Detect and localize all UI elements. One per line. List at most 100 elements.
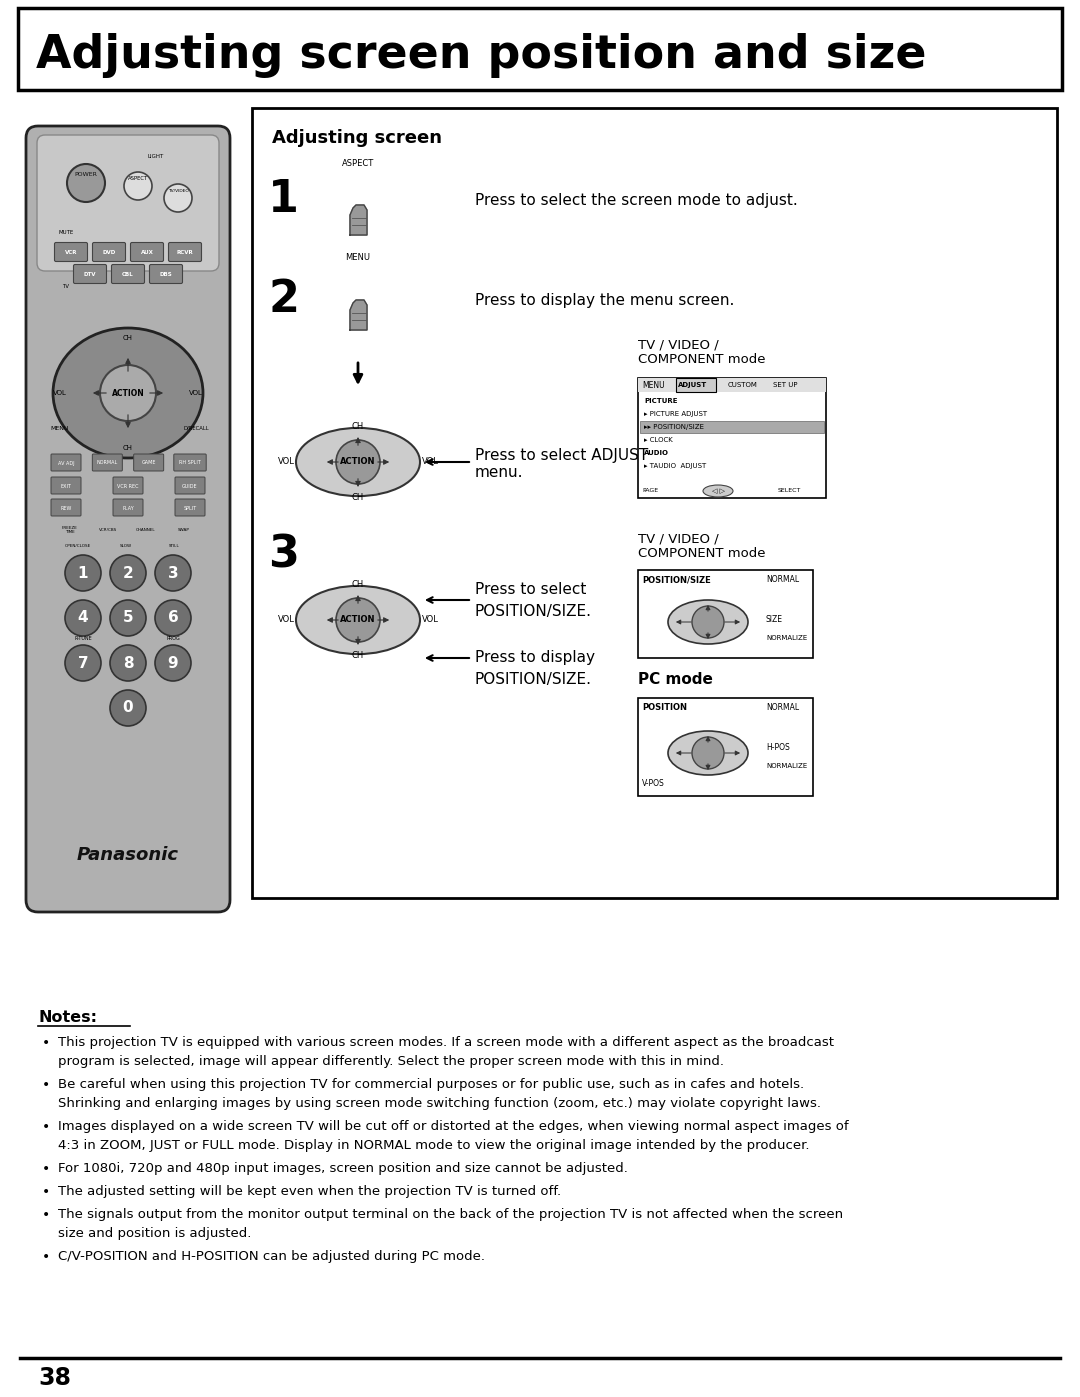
Text: CH: CH: [352, 651, 364, 661]
Text: MENU: MENU: [642, 380, 664, 390]
FancyBboxPatch shape: [26, 126, 230, 912]
Text: •: •: [42, 1208, 51, 1222]
Circle shape: [65, 645, 102, 680]
Text: AUX: AUX: [140, 250, 153, 256]
FancyBboxPatch shape: [134, 454, 164, 471]
Text: Shrinking and enlarging images by using screen mode switching function (zoom, et: Shrinking and enlarging images by using …: [58, 1097, 821, 1111]
Text: 3: 3: [268, 534, 299, 577]
Text: PLAY: PLAY: [122, 506, 134, 510]
FancyBboxPatch shape: [174, 454, 206, 471]
FancyBboxPatch shape: [93, 243, 125, 261]
Text: SLOW: SLOW: [120, 543, 132, 548]
FancyBboxPatch shape: [175, 476, 205, 495]
Text: VCR: VCR: [65, 250, 78, 256]
Text: 2: 2: [268, 278, 299, 321]
Text: 9: 9: [167, 655, 178, 671]
Text: 38: 38: [38, 1366, 71, 1390]
Text: NORMAL: NORMAL: [766, 576, 799, 584]
Text: ▸ TAUDIO  ADJUST: ▸ TAUDIO ADJUST: [644, 462, 706, 469]
Text: V-POS: V-POS: [642, 778, 665, 788]
FancyBboxPatch shape: [113, 476, 143, 495]
Text: This projection TV is equipped with various screen modes. If a screen mode with : This projection TV is equipped with vari…: [58, 1037, 834, 1049]
Text: size and position is adjusted.: size and position is adjusted.: [58, 1227, 252, 1241]
Text: C/V-POSITION and H-POSITION can be adjusted during PC mode.: C/V-POSITION and H-POSITION can be adjus…: [58, 1250, 485, 1263]
Text: SWAP: SWAP: [178, 528, 190, 532]
Text: TV: TV: [63, 284, 69, 289]
Text: Panasonic: Panasonic: [77, 847, 179, 863]
Text: SIZE: SIZE: [766, 616, 783, 624]
Circle shape: [65, 599, 102, 636]
Circle shape: [65, 555, 102, 591]
Circle shape: [156, 555, 191, 591]
FancyBboxPatch shape: [92, 454, 122, 471]
Text: PC mode: PC mode: [638, 672, 713, 687]
Circle shape: [124, 172, 152, 200]
Bar: [676, 379, 716, 393]
Text: DBS: DBS: [160, 272, 173, 278]
Text: Images displayed on a wide screen TV will be cut off or distorted at the edges, : Images displayed on a wide screen TV wil…: [58, 1120, 849, 1133]
Text: •: •: [42, 1250, 51, 1264]
Text: 2: 2: [123, 566, 133, 581]
Text: CH: CH: [352, 422, 364, 430]
Text: DTV: DTV: [84, 272, 96, 278]
Text: TV / VIDEO /
COMPONENT mode: TV / VIDEO / COMPONENT mode: [638, 532, 766, 560]
Text: PICTURE: PICTURE: [644, 398, 677, 404]
Text: CBL: CBL: [122, 272, 134, 278]
Ellipse shape: [296, 585, 420, 654]
Circle shape: [156, 645, 191, 680]
Text: ACTION: ACTION: [340, 457, 376, 467]
Circle shape: [164, 184, 192, 212]
Text: CH: CH: [123, 446, 133, 451]
Text: Adjusting screen: Adjusting screen: [272, 129, 442, 147]
Text: ADJUST: ADJUST: [678, 381, 707, 388]
Text: •: •: [42, 1078, 51, 1092]
Text: ACTION: ACTION: [340, 616, 376, 624]
Text: POSITION/SIZE: POSITION/SIZE: [642, 576, 711, 584]
Text: TV / VIDEO /
COMPONENT mode: TV / VIDEO / COMPONENT mode: [638, 338, 766, 366]
Text: Be careful when using this projection TV for commercial purposes or for public u: Be careful when using this projection TV…: [58, 1078, 805, 1091]
Text: MENU: MENU: [51, 426, 69, 430]
Polygon shape: [350, 300, 367, 330]
Text: SPLIT: SPLIT: [184, 506, 197, 510]
Bar: [252, 108, 1057, 898]
Text: SET UP: SET UP: [773, 381, 797, 388]
Circle shape: [156, 599, 191, 636]
Text: 4: 4: [78, 610, 89, 626]
Circle shape: [110, 599, 146, 636]
FancyBboxPatch shape: [73, 264, 107, 284]
Text: ▸ CLOCK: ▸ CLOCK: [644, 437, 673, 443]
Text: OPEN/CLOSE: OPEN/CLOSE: [65, 543, 91, 548]
Text: GUIDE: GUIDE: [183, 483, 198, 489]
Ellipse shape: [669, 599, 748, 644]
Text: MUTE: MUTE: [58, 231, 73, 236]
Circle shape: [336, 598, 380, 643]
Text: Adjusting screen position and size: Adjusting screen position and size: [36, 32, 927, 77]
Text: NORMALIZE: NORMALIZE: [766, 763, 807, 768]
Text: RCVR: RCVR: [177, 250, 193, 256]
Text: POSITION: POSITION: [642, 704, 687, 712]
Text: Press to select
POSITION/SIZE.: Press to select POSITION/SIZE.: [475, 583, 592, 619]
Ellipse shape: [53, 328, 203, 458]
Circle shape: [110, 645, 146, 680]
Text: D/RECALL: D/RECALL: [184, 426, 208, 430]
Text: 7: 7: [78, 655, 89, 671]
FancyBboxPatch shape: [111, 264, 145, 284]
Text: 5: 5: [123, 610, 133, 626]
Text: NORMALIZE: NORMALIZE: [766, 636, 807, 641]
FancyBboxPatch shape: [51, 499, 81, 515]
Text: Press to select the screen mode to adjust.: Press to select the screen mode to adjus…: [475, 193, 798, 208]
Text: REW: REW: [60, 506, 71, 510]
Bar: [638, 570, 813, 658]
Bar: [18, 8, 1062, 89]
Bar: [638, 379, 826, 497]
Text: program is selected, image will appear differently. Select the proper screen mod: program is selected, image will appear d…: [58, 1055, 724, 1067]
Text: ASPECT: ASPECT: [127, 176, 148, 180]
Text: VOL: VOL: [278, 616, 295, 624]
Text: MENU: MENU: [346, 253, 370, 263]
Text: STILL: STILL: [168, 543, 179, 548]
Text: ◁ ▷: ◁ ▷: [712, 488, 725, 495]
Circle shape: [692, 606, 724, 638]
Text: Press to display
POSITION/SIZE.: Press to display POSITION/SIZE.: [475, 650, 595, 687]
Text: POWER: POWER: [75, 172, 97, 177]
Text: GAME: GAME: [141, 461, 156, 465]
